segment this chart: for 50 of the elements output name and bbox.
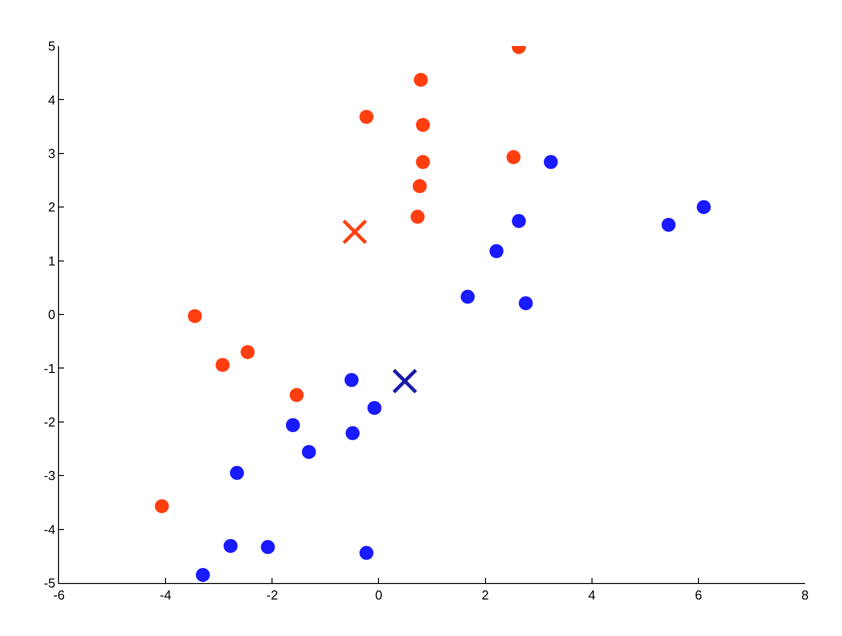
point: [290, 388, 304, 402]
y-tick-label: 4: [48, 92, 56, 108]
point: [414, 72, 428, 87]
point: [662, 218, 676, 232]
y-tick-label: 3: [48, 146, 56, 161]
point: [359, 546, 374, 560]
x-tick-label: 8: [801, 588, 809, 603]
point: [416, 118, 430, 132]
point: [230, 466, 244, 480]
point: [260, 540, 275, 554]
point: [342, 219, 368, 245]
point: [216, 358, 230, 372]
point: [359, 110, 374, 124]
point: [367, 400, 382, 415]
point: [512, 214, 526, 228]
point: [460, 290, 475, 304]
x-tick-label: 0: [375, 588, 382, 603]
point: [410, 210, 425, 224]
y-tick-label: -2: [44, 414, 56, 430]
point: [696, 200, 711, 214]
point: [196, 568, 210, 582]
point: [506, 150, 521, 164]
y-tick-label: 1: [48, 253, 56, 268]
x-tick-label: 4: [588, 588, 596, 603]
point: [544, 154, 558, 169]
point: [224, 538, 238, 553]
point: [286, 418, 300, 432]
point: [518, 296, 533, 310]
y-tick-label: -5: [44, 576, 56, 591]
point: [416, 154, 430, 169]
point: [489, 244, 504, 258]
point: [188, 309, 202, 324]
x-tick-label: 6: [694, 588, 702, 603]
point: [412, 179, 427, 194]
point: [302, 444, 316, 459]
y-tick-label: -4: [44, 522, 56, 537]
y-tick-label: -3: [44, 468, 56, 484]
x-tick-label: -4: [160, 588, 172, 603]
y-tick-label: 2: [48, 200, 56, 215]
point: [344, 373, 359, 388]
point: [392, 368, 418, 394]
x-tick-label: -6: [53, 588, 65, 603]
x-tick-label: -2: [266, 588, 278, 603]
x-tick-label: 2: [482, 588, 489, 603]
y-tick-label: 0: [48, 307, 56, 322]
y-tick-label: 5: [48, 38, 56, 54]
point: [154, 499, 169, 514]
point: [346, 426, 360, 440]
point: [240, 345, 255, 360]
y-tick-label: -1: [44, 360, 56, 376]
